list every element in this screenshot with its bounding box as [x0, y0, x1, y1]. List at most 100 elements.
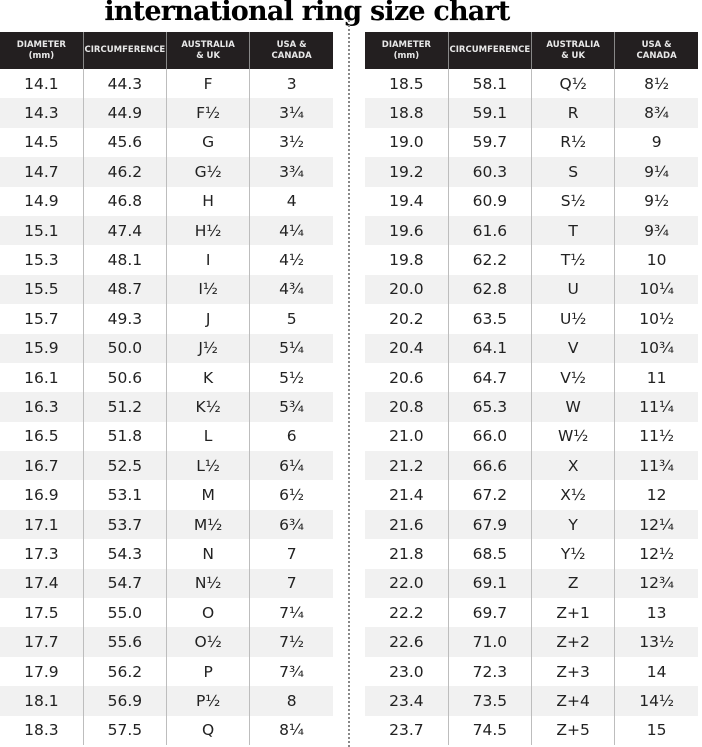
cell-circumference: 66.0	[447, 421, 532, 452]
table-row: 15.7 49.3 J 5	[0, 304, 333, 334]
cell-usa-canada: 13	[614, 598, 698, 628]
cell-usa-canada: 9½	[614, 186, 698, 216]
cell-usa-canada: 5½	[249, 362, 333, 393]
cell-australia-uk: T½	[530, 245, 615, 275]
cell-usa-canada: 12	[614, 480, 698, 510]
cell-circumference: 62.8	[447, 274, 532, 305]
cell-usa-canada: 7½	[249, 627, 333, 657]
table-row: 16.7 52.5 L½ 6¼	[0, 451, 333, 481]
cell-diameter: 21.6	[365, 509, 449, 540]
cell-diameter: 18.5	[389, 74, 424, 93]
table-row: 17.7 55.6 O½ 7½	[0, 627, 333, 657]
cell-usa-canada: 3¾	[249, 157, 333, 187]
cell-australia-uk: W½	[530, 421, 615, 452]
cell-australia-uk: Z+1	[530, 598, 615, 628]
cell-australia-uk: F	[165, 69, 250, 99]
cell-australia-uk: V	[530, 333, 615, 363]
cell-circumference: 67.2	[447, 480, 532, 510]
cell-diameter: 19.6	[365, 215, 449, 246]
cell-diameter: 23.4	[365, 686, 449, 716]
table-row: 22.0 69.1 Z 12¾	[365, 568, 698, 599]
cell-circumference: 61.6	[447, 215, 532, 246]
table-row: 16.1 50.6 K 5½	[0, 362, 333, 393]
cell-diameter: 21.2	[365, 451, 449, 481]
cell-circumference: 51.2	[82, 392, 167, 422]
cell-diameter: 20.8	[365, 392, 449, 422]
cell-circumference: 51.8	[82, 421, 167, 452]
cell-usa-canada: 8¼	[249, 715, 333, 745]
cell-usa-canada: 10½	[614, 304, 698, 334]
cell-australia-uk: W	[530, 392, 615, 422]
cell-australia-uk: G½	[165, 157, 250, 187]
cell-usa-canada: 3¼	[249, 98, 333, 128]
cell-diameter: 23.0	[389, 662, 424, 681]
cell-usa-canada: 6	[249, 421, 333, 452]
cell-circumference: 44.9	[82, 98, 167, 128]
cell-australia-uk: X½	[530, 480, 615, 510]
cell-australia-uk: T	[530, 215, 615, 246]
cell-australia-uk: Y	[530, 509, 615, 540]
cell-circumference: 47.4	[82, 215, 167, 246]
cell-circumference: 46.8	[82, 186, 167, 216]
cell-australia-uk: U	[530, 274, 615, 305]
cell-diameter: 21.0	[389, 427, 424, 446]
cell-circumference: 67.9	[447, 509, 532, 540]
header-row: DIAMETER (mm) CIRCUMFERENCE AUSTRALIA & UK…	[365, 32, 698, 69]
cell-australia-uk: I½	[165, 274, 250, 305]
cell-circumference: 50.0	[82, 333, 167, 363]
cell-circumference: 56.9	[82, 686, 167, 716]
column-header-diameter: DIAMETER (mm)	[0, 32, 84, 69]
column-header-circumference: CIRCUMFERENCE	[447, 32, 532, 69]
cell-australia-uk: K	[165, 362, 250, 393]
table-row: 18.1 56.9 P½ 8	[0, 686, 333, 716]
cell-diameter: 19.4	[389, 192, 424, 211]
cell-circumference: 48.1	[82, 245, 167, 275]
cell-circumference: 72.3	[447, 656, 532, 687]
cell-circumference: 50.6	[82, 362, 167, 393]
cell-diameter: 22.2	[389, 603, 424, 622]
cell-diameter: 15.1	[0, 215, 84, 246]
table-row: 20.4 64.1 V 10¾	[365, 333, 698, 363]
cell-diameter: 20.4	[365, 333, 449, 363]
ring-size-table-right: DIAMETER (mm) CIRCUMFERENCE AUSTRALIA & UK…	[365, 32, 698, 745]
cell-australia-uk: Z+4	[530, 686, 615, 716]
cell-diameter: 20.0	[365, 274, 449, 305]
cell-circumference: 52.5	[82, 451, 167, 481]
cell-circumference: 64.7	[447, 362, 532, 393]
cell-usa-canada: 11¼	[614, 392, 698, 422]
table-row: 22.6 71.0 Z+2 13½	[365, 627, 698, 657]
table-row: 20.2 63.5 U½ 10½	[365, 304, 698, 334]
cell-australia-uk: Y½	[530, 539, 615, 569]
cell-diameter: 17.3	[24, 544, 59, 563]
cell-australia-uk: H	[165, 186, 250, 216]
cell-diameter: 15.3	[24, 251, 59, 270]
cell-circumference: 59.1	[447, 98, 532, 128]
table-row: 23.7 74.5 Z+5 15	[365, 715, 698, 745]
cell-diameter: 21.4	[389, 486, 424, 505]
cell-diameter: 21.8	[389, 544, 424, 563]
page-title: international ring size chart	[104, 0, 510, 27]
table-row: 16.9 53.1 M 6½	[0, 480, 333, 510]
cell-circumference: 57.5	[82, 715, 167, 745]
cell-circumference: 60.3	[447, 157, 532, 187]
cell-australia-uk: F½	[165, 98, 250, 128]
cell-australia-uk: M	[165, 480, 250, 510]
cell-circumference: 44.3	[82, 69, 167, 99]
table-row: 19.6 61.6 T 9¾	[365, 215, 698, 246]
cell-circumference: 65.3	[447, 392, 532, 422]
cell-australia-uk: M½	[165, 509, 250, 540]
cell-circumference: 69.1	[447, 568, 532, 599]
table-row: 21.0 66.0 W½ 11½	[365, 421, 698, 452]
cell-circumference: 73.5	[447, 686, 532, 716]
cell-australia-uk: Z	[530, 568, 615, 599]
cell-australia-uk: X	[530, 451, 615, 481]
column-header-australia-uk: AUSTRALIA & UK	[165, 32, 250, 69]
cell-circumference: 71.0	[447, 627, 532, 657]
cell-usa-canada: 3	[249, 69, 333, 99]
cell-australia-uk: R½	[530, 127, 615, 158]
cell-diameter: 14.9	[24, 192, 59, 211]
cell-usa-canada: 5¼	[249, 333, 333, 363]
table-row: 14.9 46.8 H 4	[0, 186, 333, 216]
cell-diameter: 17.1	[0, 509, 84, 540]
cell-usa-canada: 7	[249, 568, 333, 599]
